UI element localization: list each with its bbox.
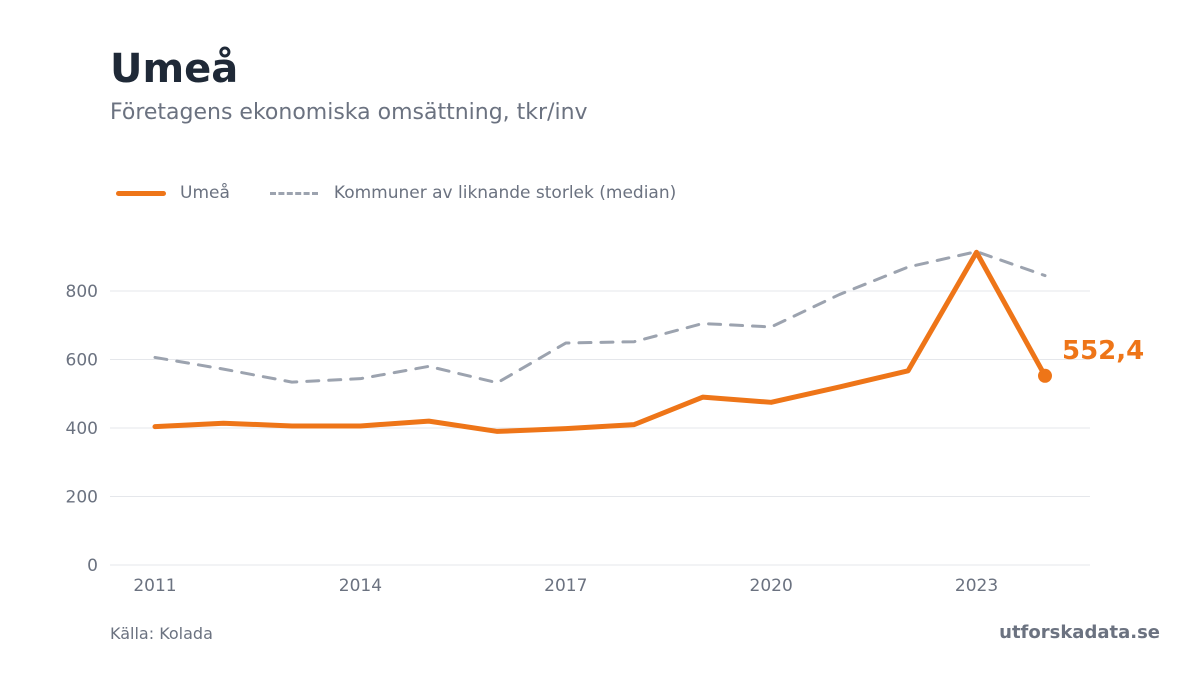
y-tick-label: 200 [66,488,98,508]
source-note: Källa: Kolada [110,624,213,643]
y-tick-label: 600 [66,351,98,371]
x-tick-label: 2020 [750,576,793,596]
x-tick-label: 2014 [339,576,382,596]
series-line-median [153,250,1047,385]
legend: Umeå Kommuner av liknande storlek (media… [116,181,716,205]
legend-swatch-umea [116,190,166,196]
x-tick-label: 2011 [133,576,176,596]
y-tick-label: 400 [66,419,98,439]
series-line-umea [152,249,1048,434]
x-tick-label: 2017 [544,576,587,596]
chart-subtitle: Företagens ekonomiska omsättning, tkr/in… [110,100,588,125]
legend-swatch-median [269,191,318,195]
legend-label-median: Kommuner av liknande storlek (median) [333,183,677,203]
end-point-marker [1038,368,1052,383]
y-tick-label: 0 [87,556,98,576]
x-tick-label: 2023 [955,576,998,596]
legend-label-umea: Umeå [180,183,230,203]
end-value-label: 552,4 [1062,336,1144,366]
legend-item-median: Kommuner av liknande storlek (median) [269,183,677,203]
legend-item-umea: Umeå [116,183,230,203]
brand-link[interactable]: utforskadata.se [999,622,1160,643]
chart-title: Umeå [110,46,239,92]
y-tick-label: 800 [66,282,98,302]
